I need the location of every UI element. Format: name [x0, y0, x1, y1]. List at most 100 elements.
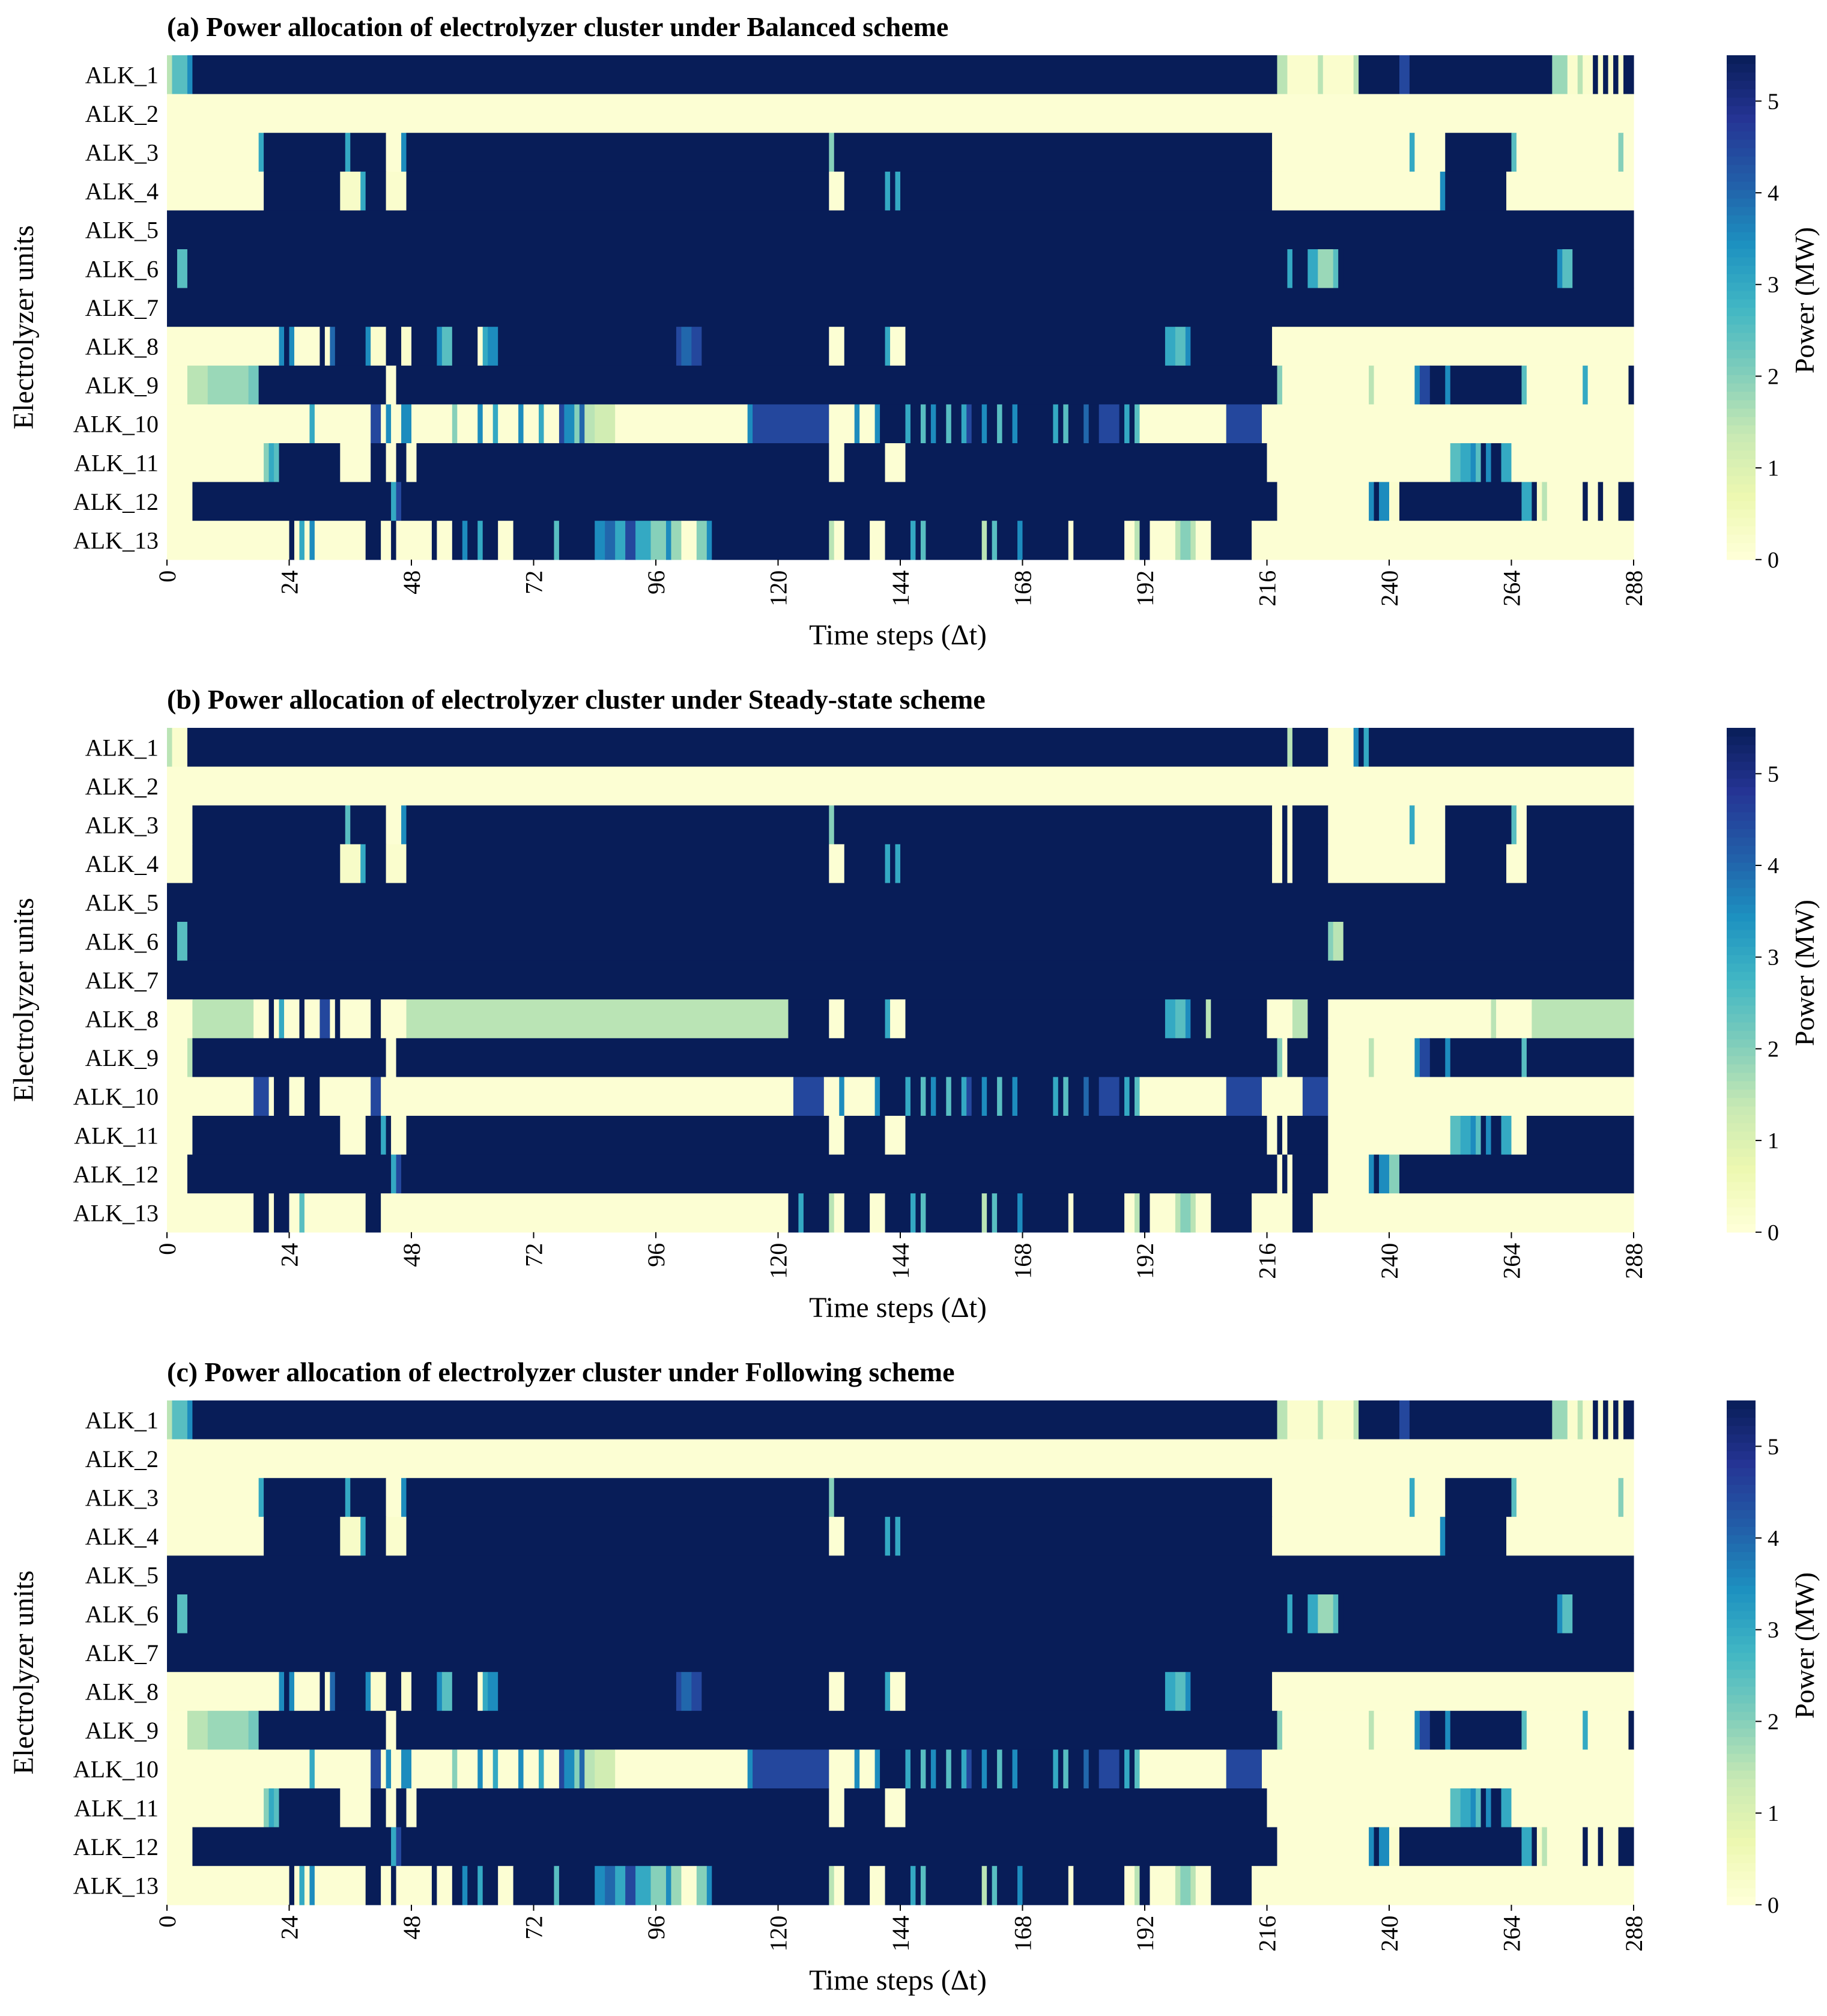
panel-c-cell-ALK_8-29	[905, 1672, 1166, 1712]
panel-b-cell-ALK_3-0	[167, 805, 193, 845]
panel-a-colorbar-swatch-35	[1727, 256, 1756, 266]
panel-c-cell-ALK_1-19	[1608, 1400, 1614, 1440]
panel-c-cell-ALK_13-7	[365, 1866, 381, 1906]
panel-c-cell-ALK_12-17	[1587, 1827, 1599, 1866]
panel-b-cell-ALK_8-27	[1211, 999, 1268, 1039]
panel-c-colorbar-swatch-29	[1727, 1652, 1756, 1662]
panel-b-cell-ALK_9-1	[187, 1038, 193, 1077]
panel-a-cell-ALK_8-5	[320, 327, 326, 366]
panel-a-cell-ALK_8-29	[905, 327, 1166, 366]
panel-a-cell-ALK_1-1	[172, 55, 188, 95]
panel-c-cell-ALK_13-40	[915, 1866, 921, 1906]
panel-c-row-label-ALK_1: ALK_1	[85, 1406, 159, 1433]
panel-c-cell-ALK_6-11	[1562, 1594, 1573, 1634]
panel-c-colorbar-swatch-6	[1727, 1845, 1756, 1855]
panel-a-cell-ALK_10-56	[1098, 404, 1120, 444]
panel-c-colorbar-swatch-0	[1727, 1896, 1756, 1906]
panel-c-cell-ALK_10-13	[492, 1749, 498, 1789]
panel-a-cell-ALK_4-6	[406, 171, 829, 211]
panel-b-cell-ALK_8-9	[320, 999, 330, 1039]
panel-a-cell-ALK_12-7	[1374, 482, 1380, 521]
panel-a-cell-ALK_1-17	[1598, 55, 1604, 95]
panel-c-cell-ALK_13-24	[615, 1866, 626, 1906]
panel-a-cell-ALK_13-23	[605, 521, 616, 560]
panel-a-cell-ALK_1-14	[1577, 55, 1583, 95]
panel-c-x-tick-label-264: 264	[1498, 1916, 1526, 1952]
panel-b-x-tick-label-96: 96	[643, 1243, 670, 1267]
panel-a-cell-ALK_3-2	[264, 133, 346, 172]
panel-b-cell-ALK_13-18	[910, 1193, 917, 1233]
panel-c-title: (c) Power allocation of electrolyzer clu…	[167, 1357, 955, 1387]
panel-b-cell-ALK_13-38	[1211, 1193, 1252, 1233]
panel-b-colorbar-swatch-13	[1727, 1114, 1756, 1124]
panel-c-colorbar-tick-label-4: 4	[1768, 1526, 1779, 1551]
panel-a-cell-ALK_8-13	[411, 327, 437, 366]
panel-b-cell-ALK_13-17	[885, 1193, 911, 1233]
panel-a-row-label-ALK_2: ALK_2	[85, 100, 159, 127]
panel-b-cell-ALK_8-18	[844, 999, 886, 1039]
panel-a-cell-ALK_1-9	[1359, 55, 1400, 95]
panel-a-cell-ALK_9-12	[1419, 365, 1431, 405]
panel-b-cell-ALK_11-21	[1480, 1116, 1486, 1155]
panel-a-cell-ALK_11-4	[279, 443, 341, 483]
panel-c-row-label-ALK_3: ALK_3	[85, 1485, 159, 1512]
panel-a-cell-ALK_12-9	[1389, 482, 1400, 521]
panel-c-colorbar-swatch-9	[1727, 1820, 1756, 1830]
panel-a-cell-ALK_1-7	[1323, 55, 1354, 95]
panel-c-cell-ALK_8-7	[330, 1672, 336, 1712]
panel-c-cell-ALK_13-21	[559, 1866, 595, 1906]
panel-c-row-label-ALK_4: ALK_4	[85, 1523, 159, 1550]
panel-c-cell-ALK_10-46	[997, 1749, 1003, 1789]
panel-b-colorbar-swatch-59	[1727, 728, 1756, 737]
panel-a-cell-ALK_8-0	[167, 327, 280, 366]
panel-a-cell-ALK_10-3	[371, 404, 381, 444]
panel-b-cell-ALK_10-36	[1083, 1077, 1089, 1116]
panel-c-cell-ALK_13-30	[681, 1866, 697, 1906]
panel-b-cell-ALK_4-3	[360, 844, 366, 883]
panel-b-cell-ALK_10-17	[920, 1077, 926, 1116]
panel-a-cell-ALK_10-10	[457, 404, 478, 444]
panel-b-cell-ALK_10-24	[966, 1077, 972, 1116]
panel-c-cell-ALK_13-57	[1190, 1866, 1196, 1906]
panel-a-cell-ALK_10-19	[559, 404, 565, 444]
panel-c-cell-ALK_10-58	[1124, 1749, 1130, 1789]
panel-b-cell-ALK_4-4	[365, 844, 387, 883]
panel-a-cell-ALK_3-14	[1511, 133, 1517, 172]
panel-c-cell-ALK_10-1	[309, 1749, 315, 1789]
panel-b-row-labels: ALK_1 ALK_2 ALK_3 ALK_4 ALK_5 ALK_6 ALK_7 ALK_8…	[73, 734, 159, 1226]
panel-b-colorbar-swatch-5	[1727, 1181, 1756, 1191]
panel-b-colorbar-swatch-31	[1727, 963, 1756, 972]
panel-b-cell-ALK_13-12	[803, 1193, 829, 1233]
panel-b-colorbar-swatch-17	[1727, 1080, 1756, 1090]
panel-a-x-tick-label-144: 144	[887, 571, 914, 607]
panel-b-row-label-ALK_13: ALK_13	[73, 1200, 159, 1227]
panel-b-cell-ALK_9-8	[1292, 1038, 1329, 1077]
panel-b-cell-ALK_12-3	[396, 1154, 402, 1194]
panel-b-cell-ALK_4-19	[1506, 844, 1527, 883]
panel-a-cell-ALK_8-12	[401, 327, 412, 366]
panel-b-cell-ALK_11-8	[829, 1116, 845, 1155]
panel-b-cell-ALK_13-29	[1073, 1193, 1125, 1233]
panel-c-colorbar-swatch-59	[1727, 1400, 1756, 1409]
panel-c-cell-ALK_13-23	[605, 1866, 616, 1906]
panel-c-colorbar-swatch-22	[1727, 1711, 1756, 1721]
panel-a-cell-ALK_13-39	[910, 521, 917, 560]
panel-a-cell-ALK_13-14	[462, 521, 468, 560]
panel-c-x-tick-label-120: 120	[765, 1916, 792, 1952]
panel-c-cell-ALK_13-39	[910, 1866, 917, 1906]
panel-a-cell-ALK_10-52	[1063, 404, 1069, 444]
panel-c-cell-ALK_13-22	[595, 1866, 605, 1906]
panel-c-x-axis-title: Time steps (Δt)	[809, 1964, 987, 1996]
panel-c-cell-ALK_8-27	[885, 1672, 891, 1712]
panel-b-colorbar-swatch-20	[1727, 1055, 1756, 1065]
panel-c-cell-ALK_10-37	[930, 1749, 936, 1789]
panel-a-colorbar-tick-label-0: 0	[1768, 548, 1779, 573]
panel-a-cell-ALK_9-9	[1369, 365, 1375, 405]
panel-a-cell-ALK_10-53	[1068, 404, 1084, 444]
panel-a-cell-ALK_6-4	[1292, 249, 1308, 289]
panel-b-cell-ALK_1-2	[187, 728, 1288, 767]
panel-a-x-tick-label-264: 264	[1498, 571, 1526, 607]
panel-b-cell-ALK_3-4	[386, 805, 402, 845]
panel-c-colorbar-swatch-55	[1727, 1433, 1756, 1443]
panel-a-colorbar-swatch-41	[1727, 206, 1756, 216]
